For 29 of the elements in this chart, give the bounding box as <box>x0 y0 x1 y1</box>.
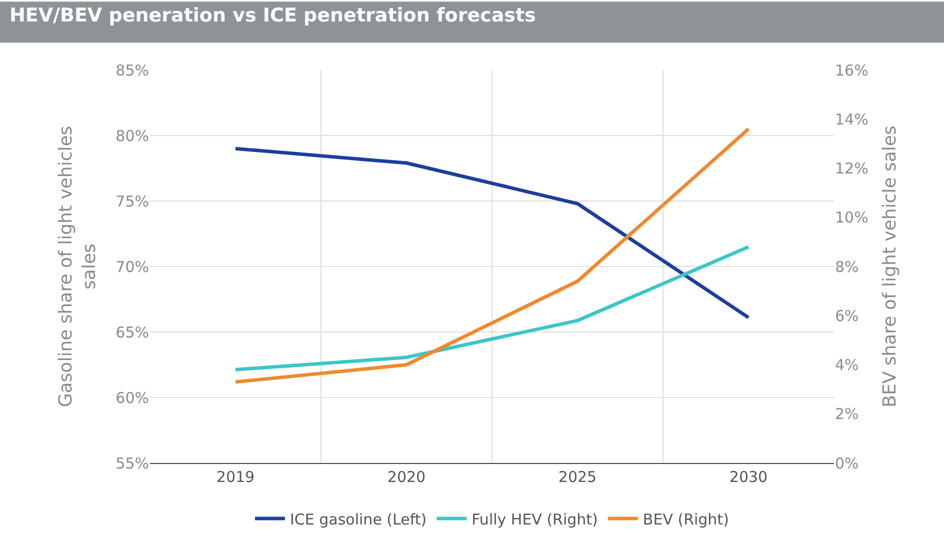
y2-tick-label: 0% <box>835 454 859 472</box>
x-tick-label: 2019 <box>216 468 255 486</box>
x-tick-label: 2030 <box>729 468 768 486</box>
y-axis-title: Gasoline share of light vehicles sales <box>55 126 100 408</box>
y2-tick-label: 14% <box>835 110 868 128</box>
x-tick-label: 2025 <box>558 468 597 486</box>
y2-tick-label: 8% <box>835 258 859 276</box>
line-series <box>234 127 750 384</box>
y2-tick-label: 16% <box>835 61 868 80</box>
y2-tick-label: 4% <box>835 356 859 374</box>
line-series <box>234 245 750 372</box>
y-tick-label: 85% <box>116 61 149 80</box>
y-tick-label: 75% <box>116 192 149 210</box>
legend-label: BEV (Right) <box>642 510 729 528</box>
y-tick-label: 65% <box>116 323 149 342</box>
y2-tick-label: 2% <box>835 405 859 424</box>
y2-axis-title: BEV share of light vehicle sales <box>879 126 900 408</box>
y2-tick-label: 6% <box>835 306 859 325</box>
x-tick-label: 2020 <box>387 468 426 486</box>
y-tick-label: 55% <box>116 454 149 472</box>
y-tick-label: 60% <box>116 388 149 407</box>
legend-label: Fully HEV (Right) <box>472 510 598 528</box>
y-tick-label: 80% <box>116 126 149 145</box>
y2-tick-label: 10% <box>835 208 868 227</box>
chart-title: HEV/BEV peneration vs ICE penetration forecasts <box>9 4 536 27</box>
line-series <box>234 146 750 320</box>
legend-label: ICE gasoline (Left) <box>290 510 427 528</box>
y2-tick-label: 12% <box>835 160 868 178</box>
y-tick-label: 70% <box>116 258 149 276</box>
